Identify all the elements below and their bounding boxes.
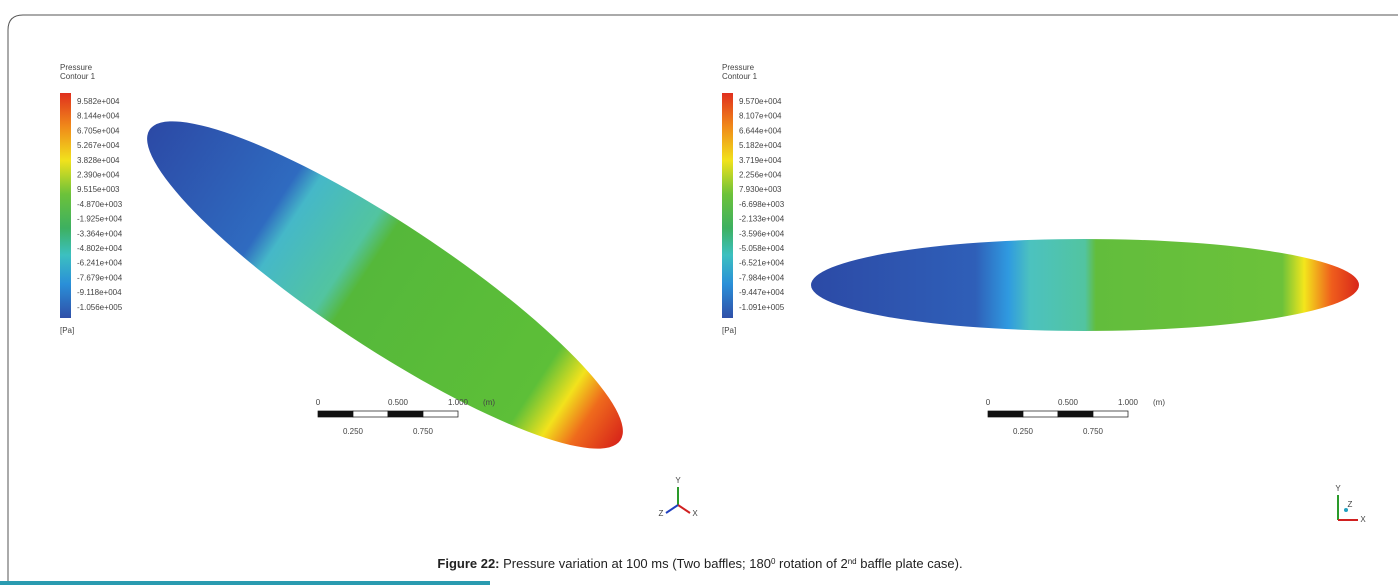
legend-title: Contour 1 xyxy=(60,72,96,81)
legend-value: -4.802e+004 xyxy=(77,244,123,253)
caption-sup: 0 xyxy=(771,557,776,566)
caption-label: Figure 22: xyxy=(437,556,499,571)
tank-left xyxy=(147,121,623,449)
legend-value: -6.241e+004 xyxy=(77,259,123,268)
scale-seg xyxy=(1057,410,1094,418)
legend-value: -1.091e+005 xyxy=(739,303,785,312)
caption-sup: nd xyxy=(848,557,857,566)
scale-label: (m) xyxy=(483,398,495,407)
legend-value: 6.644e+004 xyxy=(739,126,782,135)
scale-label: 0.750 xyxy=(1083,427,1104,436)
axis-z xyxy=(1344,508,1348,512)
legend-value: -9.118e+004 xyxy=(77,288,122,297)
legend-value: 3.828e+004 xyxy=(77,156,120,165)
legend-value: 9.570e+004 xyxy=(739,97,782,106)
scale-seg xyxy=(987,410,1024,418)
scale-label: 1.000 xyxy=(448,398,469,407)
legend-value: 9.582e+004 xyxy=(77,97,120,106)
legend-value: -1.925e+004 xyxy=(77,215,123,224)
accent-bar xyxy=(0,581,490,585)
legend-value: 2.256e+004 xyxy=(739,171,782,180)
scale-label: 0 xyxy=(316,398,321,407)
legend-value: 6.705e+004 xyxy=(77,126,120,135)
color-bar xyxy=(722,93,733,318)
scale-label: 0.750 xyxy=(413,427,434,436)
scale-seg xyxy=(317,410,354,418)
scale-label: 1.000 xyxy=(1118,398,1139,407)
legend-value: 8.144e+004 xyxy=(77,112,120,121)
legend-value: 3.719e+004 xyxy=(739,156,782,165)
legend-value: -9.447e+004 xyxy=(739,288,785,297)
legend-title: Pressure xyxy=(60,63,93,72)
scale-label: 0.250 xyxy=(343,427,364,436)
legend-value: -5.058e+004 xyxy=(739,244,785,253)
color-bar xyxy=(60,93,71,318)
legend-value: 8.107e+004 xyxy=(739,112,782,121)
legend-value: 5.267e+004 xyxy=(77,141,120,150)
legend-value: -6.521e+004 xyxy=(739,259,785,268)
scale-seg xyxy=(352,410,389,418)
scale-seg xyxy=(1092,410,1129,418)
scale-seg xyxy=(1022,410,1059,418)
legend-value: -4.870e+003 xyxy=(77,200,123,209)
axis-label: X xyxy=(1360,515,1366,524)
axis-z xyxy=(665,504,679,514)
caption-text: baffle plate case). xyxy=(857,556,963,571)
scale-label: 0 xyxy=(986,398,991,407)
axis-label: Y xyxy=(675,476,681,485)
caption-text: rotation of 2 xyxy=(775,556,847,571)
axis-label: Z xyxy=(659,509,664,518)
legend-title: Pressure xyxy=(722,63,755,72)
scale-seg xyxy=(387,410,424,418)
legend-unit: [Pa] xyxy=(722,326,736,335)
axis-label: X xyxy=(692,509,698,518)
legend-value: 7.930e+003 xyxy=(739,185,782,194)
legend-value: -7.679e+004 xyxy=(77,273,123,282)
scale-label: (m) xyxy=(1153,398,1165,407)
scale-seg xyxy=(422,410,459,418)
legend-value: -6.698e+003 xyxy=(739,200,785,209)
axis-x xyxy=(677,504,691,514)
scale-label: 0.500 xyxy=(388,398,409,407)
legend-value: -3.596e+004 xyxy=(739,229,785,238)
caption-text: Pressure variation at 100 ms (Two baffle… xyxy=(500,556,771,571)
frame xyxy=(7,14,1398,585)
legend-title: Contour 1 xyxy=(722,72,758,81)
legend-value: -1.056e+005 xyxy=(77,303,123,312)
legend-value: -3.364e+004 xyxy=(77,229,123,238)
legend-value: 9.515e+003 xyxy=(77,185,120,194)
tank-right xyxy=(811,239,1359,331)
scale-label: 0.500 xyxy=(1058,398,1079,407)
legend-value: 5.182e+004 xyxy=(739,141,782,150)
caption: Figure 22: Pressure variation at 100 ms … xyxy=(437,556,962,571)
scale-label: 0.250 xyxy=(1013,427,1034,436)
legend-value: -2.133e+004 xyxy=(739,215,785,224)
legend-value: 2.390e+004 xyxy=(77,171,120,180)
legend-value: -7.984e+004 xyxy=(739,273,785,282)
axis-label: Z xyxy=(1348,500,1353,509)
legend-unit: [Pa] xyxy=(60,326,74,335)
axis-label: Y xyxy=(1335,484,1341,493)
